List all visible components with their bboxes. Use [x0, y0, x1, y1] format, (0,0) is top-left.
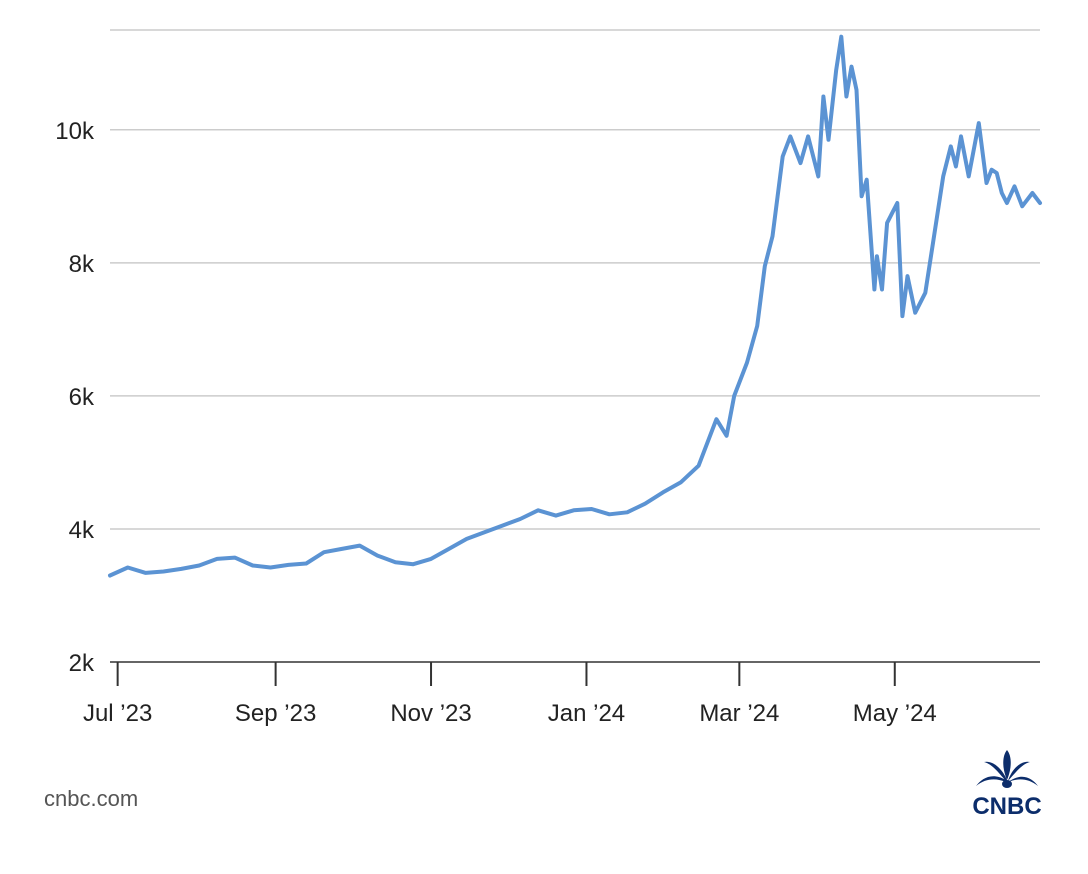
y-tick-label: 2k: [69, 650, 95, 677]
svg-text:CNBC: CNBC: [972, 793, 1041, 820]
x-axis: Jul ’23 Sep ’23 Nov ’23 Jan ’24 Mar ’24 May ’…: [83, 662, 937, 727]
y-axis-tick-labels: 2k 4k 6k 8k 10k: [55, 118, 95, 677]
x-tick-label: Nov ’23: [390, 700, 471, 727]
y-tick-label: 6k: [69, 384, 95, 411]
y-tick-label: 4k: [69, 517, 95, 544]
gridlines: [110, 29, 1040, 663]
x-tick-label: Jul ’23: [83, 700, 152, 727]
x-tick-label: Sep ’23: [235, 700, 316, 727]
source-label: cnbc.com: [44, 786, 139, 811]
y-tick-label: 8k: [69, 251, 95, 278]
x-tick-label: Jan ’24: [548, 700, 625, 727]
x-tick-label: May ’24: [853, 700, 937, 727]
series-line: [108, 34, 1042, 578]
y-tick-label: 10k: [55, 118, 95, 145]
x-tick-label: Mar ’24: [699, 700, 779, 727]
cnbc-logo: CNBC: [972, 750, 1042, 820]
